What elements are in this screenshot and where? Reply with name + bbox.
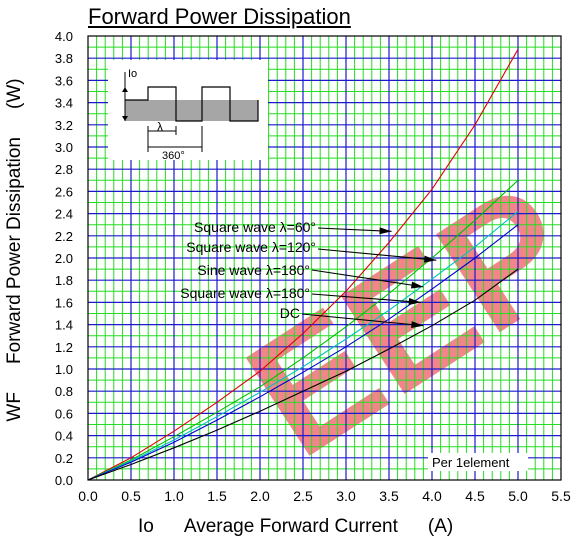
watermark-text: EEP: [217, 148, 573, 493]
series-line-1: [87, 49, 519, 481]
y-tick-label: 3.6: [55, 73, 73, 88]
annotation-arrow-head-2: [424, 255, 437, 263]
x-tick-labels: 0.0 0.5 1.0 1.5 2.0 2.5 3.0 3.5 4.0 4.5 5.0 5.5: [78, 488, 571, 504]
y-tick-label: 0.6: [55, 406, 73, 421]
inset-waveform: Io λ 360°: [108, 60, 268, 162]
y-tick-label: 2.2: [55, 229, 73, 244]
y-tick-label: 1.2: [55, 340, 73, 355]
y-tick-label: 3.4: [55, 96, 73, 111]
series-line-2: [87, 179, 519, 481]
x-tick-label: 0.0: [78, 488, 98, 504]
x-tick-label: 2.0: [250, 488, 270, 504]
y-tick-label: 0.8: [55, 384, 73, 399]
y-tick-label: 1.6: [55, 295, 73, 310]
x-tick-label: 3.0: [336, 488, 356, 504]
plot-frame: [87, 35, 562, 481]
annotation-arrow-line-1: [317, 227, 392, 232]
annotation-label-5: DC: [280, 305, 300, 321]
watermark: EEP: [217, 148, 573, 493]
inset-io-label: Io: [128, 68, 137, 80]
y-tick-label: 1.0: [55, 362, 73, 377]
y-tick-label: 0.4: [55, 429, 73, 444]
y-tick-label: 0.2: [55, 451, 73, 466]
y-tick-label: 1.4: [55, 318, 73, 333]
x-tick-label: 2.5: [293, 488, 313, 504]
annotation-arrow-line-4: [311, 293, 421, 303]
note: Per 1element: [428, 453, 528, 471]
y-tick-label: 4.0: [55, 29, 73, 44]
note-text: Per 1element: [432, 455, 510, 470]
annotations: Square wave λ=60° Square wave λ=120° Sine …: [180, 219, 437, 329]
inset-io-arrow-up: [122, 87, 128, 92]
x-axis-title: Average Forward Current: [183, 516, 398, 537]
x-axis-label: Io Average Forward Current (A): [138, 516, 453, 538]
x-tick-label: 1.0: [164, 488, 184, 504]
y-tick-label: 0.0: [55, 473, 73, 488]
x-axis-symbol: Io: [138, 516, 154, 537]
annotation-arrow-head-1: [379, 227, 392, 235]
x-tick-label: 5.0: [508, 488, 528, 504]
annotation-label-2: Square wave λ=120°: [186, 239, 316, 255]
x-tick-label: 5.5: [551, 488, 571, 504]
inset-io-arrow-down: [122, 116, 128, 121]
y-tick-label: 3.0: [55, 140, 73, 155]
x-axis-unit: (A): [427, 516, 454, 537]
y-tick-label: 2.8: [55, 162, 73, 177]
chart-title: Forward Power Dissipation: [88, 4, 351, 29]
annotation-label-4: Square wave λ=180°: [180, 285, 310, 301]
series-line-3: [87, 210, 519, 481]
series-group: [87, 49, 519, 481]
inset-lambda-label: λ: [157, 120, 163, 134]
x-tick-label: 4.0: [422, 488, 442, 504]
y-tick-label: 3.2: [55, 118, 73, 133]
annotation-arrow-head-3: [411, 281, 424, 289]
annotation-arrow-line-5: [301, 313, 424, 327]
y-tick-label: 3.8: [55, 51, 73, 66]
series-line-4: [87, 224, 519, 481]
note-background: [428, 453, 528, 471]
y-tick-label: 2.6: [55, 184, 73, 199]
series-line-5: [87, 268, 519, 481]
annotation-arrow-line-2: [317, 248, 437, 261]
annotation-arrow-head-5: [411, 321, 424, 329]
inset-waveform-line: [125, 86, 259, 122]
annotation-label-3: Sine wave λ=180°: [197, 262, 310, 278]
annotation-arrow-head-4: [408, 297, 421, 305]
inset-band: [125, 100, 258, 121]
x-tick-label: 0.5: [121, 488, 141, 504]
y-tick-label: 1.8: [55, 273, 73, 288]
x-tick-label: 4.5: [465, 488, 485, 504]
inset-period-label: 360°: [162, 150, 185, 162]
x-tick-label: 1.5: [207, 488, 227, 504]
y-tick-labels: 0.0 0.2 0.4 0.6 0.8 1.0 1.2 1.4 1.6 1.8 2.0 2.2 2.4 2…: [55, 29, 73, 488]
annotation-arrow-line-3: [311, 269, 424, 288]
y-tick-label: 2.4: [55, 207, 73, 222]
x-tick-label: 3.5: [379, 488, 399, 504]
y-tick-label: 2.0: [55, 251, 73, 266]
annotation-label-1: Square wave λ=60°: [194, 219, 316, 235]
plot-border: [87, 35, 562, 481]
